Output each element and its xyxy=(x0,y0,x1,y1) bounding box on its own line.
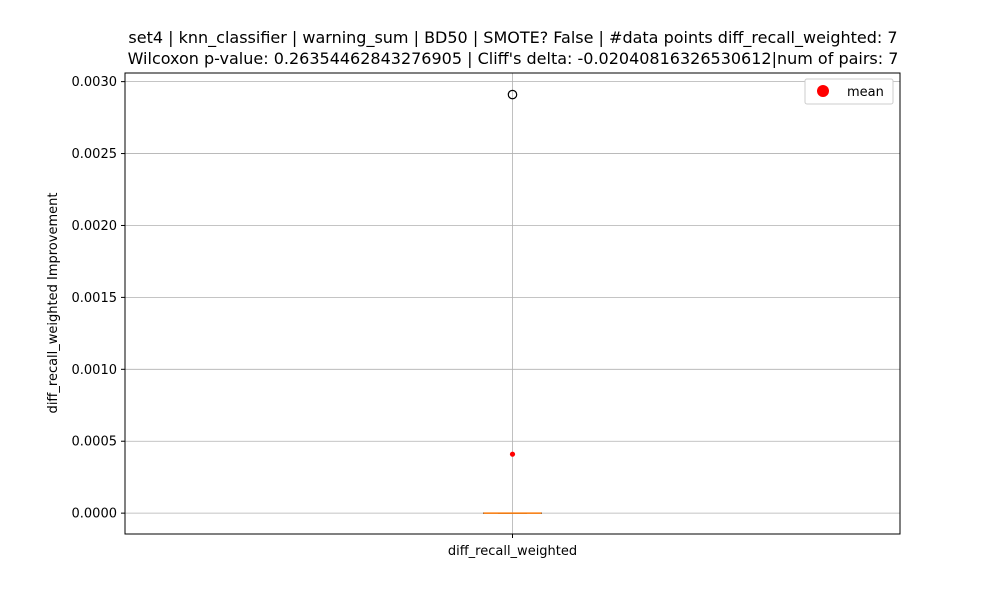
y-tick-label: 0.0025 xyxy=(72,147,118,162)
y-tick-label: 0.0000 xyxy=(72,507,118,522)
y-tick-label: 0.0030 xyxy=(72,75,118,90)
y-tick-label: 0.0020 xyxy=(72,219,118,234)
y-tick-label: 0.0010 xyxy=(72,363,118,378)
y-tick-label: 0.0005 xyxy=(72,435,118,450)
legend: mean xyxy=(805,79,893,104)
mean-point xyxy=(510,452,515,457)
chart-title-line-2: Wilcoxon p-value: 0.26354462843276905 | … xyxy=(128,49,899,68)
x-tick-label: diff_recall_weighted xyxy=(448,544,577,559)
y-tick-label: 0.0015 xyxy=(72,291,118,306)
legend-marker-mean xyxy=(817,85,829,97)
y-axis-label: diff_recall_weighted Improvement xyxy=(46,193,61,414)
legend-label-mean: mean xyxy=(847,85,884,100)
chart-title-line-1: set4 | knn_classifier | warning_sum | BD… xyxy=(128,28,897,48)
